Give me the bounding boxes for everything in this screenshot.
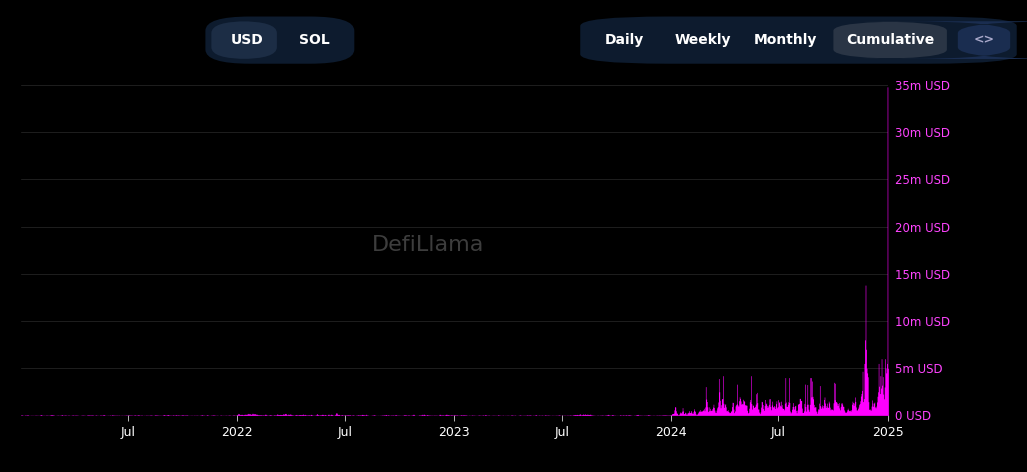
FancyBboxPatch shape — [834, 21, 947, 59]
Text: Cumulative: Cumulative — [846, 33, 935, 47]
FancyBboxPatch shape — [901, 21, 1027, 59]
Text: Daily: Daily — [604, 33, 644, 47]
Text: USD: USD — [231, 33, 264, 47]
FancyBboxPatch shape — [212, 21, 277, 59]
FancyBboxPatch shape — [580, 17, 1017, 64]
Text: Weekly: Weekly — [674, 33, 731, 47]
Text: SOL: SOL — [299, 33, 330, 47]
Text: DefiLlama: DefiLlama — [372, 236, 485, 255]
Text: Monthly: Monthly — [754, 33, 817, 47]
FancyBboxPatch shape — [205, 17, 354, 64]
Text: <>: <> — [974, 34, 995, 47]
